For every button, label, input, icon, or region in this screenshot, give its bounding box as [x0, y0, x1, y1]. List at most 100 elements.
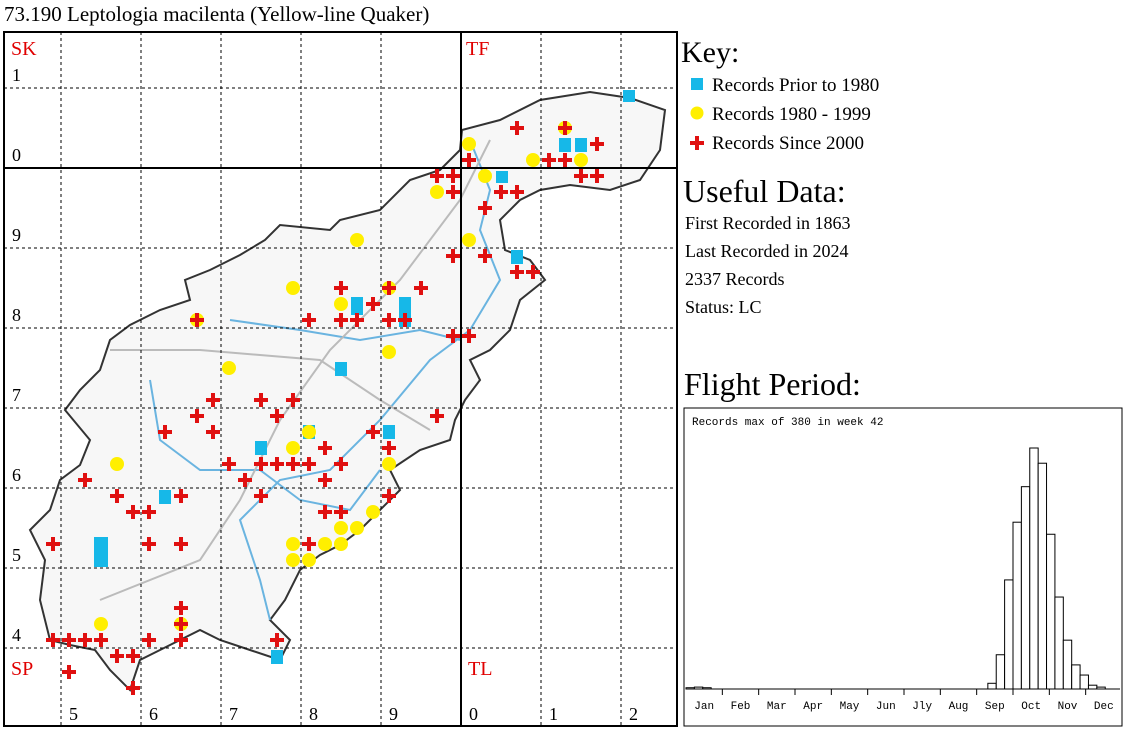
- plus-bar: [307, 457, 311, 471]
- month-label: Oct: [1021, 701, 1041, 713]
- plus-bar: [403, 313, 407, 327]
- plus-bar: [211, 425, 215, 439]
- record-since-2000: [318, 473, 332, 487]
- record-since-2000: [46, 633, 60, 647]
- bar: [1079, 674, 1089, 690]
- data-line: 2337 Records: [685, 269, 784, 289]
- month-label: Apr: [803, 701, 823, 713]
- record-since-2000: [174, 601, 188, 615]
- record-pre-1980: [94, 537, 108, 567]
- plus-bar: [499, 185, 503, 199]
- flight-period-chart: Records max of 380 in week 42 Jan Feb Mar A…: [683, 407, 1123, 727]
- key-item: Records Prior to 1980: [712, 75, 879, 96]
- record-since-2000: [270, 633, 284, 647]
- record-1980-1999: [462, 233, 476, 247]
- plus-bar: [227, 457, 231, 471]
- plus-bar: [243, 473, 247, 487]
- record-pre-1980: [159, 490, 171, 504]
- col-label: 9: [389, 704, 398, 724]
- record-since-2000: [334, 457, 348, 471]
- record-1980-1999: [334, 521, 348, 535]
- plus-bar: [291, 457, 295, 471]
- record-since-2000: [174, 537, 188, 551]
- record-pre-1980: [351, 297, 363, 315]
- key-symbol: [691, 78, 703, 90]
- record-1980-1999: [286, 553, 300, 567]
- record-since-2000: [206, 393, 220, 407]
- record-since-2000: [62, 633, 76, 647]
- record-since-2000: [286, 393, 300, 407]
- col-label: 1: [549, 704, 558, 724]
- river: [229, 319, 461, 342]
- record-since-2000: [174, 617, 188, 631]
- bar: [693, 686, 704, 690]
- record-since-2000: [414, 281, 428, 295]
- record-since-2000: [526, 265, 540, 279]
- col-label: 7: [229, 704, 238, 724]
- record-since-2000: [366, 425, 380, 439]
- plus-bar: [467, 329, 471, 343]
- river: [238, 139, 502, 621]
- record-since-2000: [142, 537, 156, 551]
- record-since-2000: [142, 633, 156, 647]
- month-label: Aug: [949, 701, 969, 713]
- bar: [987, 682, 997, 690]
- plus-bar: [179, 489, 183, 503]
- month-label: Dec: [1094, 701, 1114, 713]
- key-item: Records 1980 - 1999: [712, 104, 871, 125]
- plus-bar: [147, 633, 151, 647]
- record-1980-1999: [318, 537, 332, 551]
- record-since-2000: [478, 249, 492, 263]
- bar: [1046, 533, 1056, 690]
- bar: [1029, 447, 1039, 690]
- bar: [1087, 684, 1098, 690]
- plus-bar: [323, 505, 327, 519]
- record-since-2000: [62, 665, 76, 679]
- record-pre-1980: [255, 441, 267, 455]
- record-1980-1999: [350, 233, 364, 247]
- record-since-2000: [334, 313, 348, 327]
- record-since-2000: [318, 505, 332, 519]
- record-since-2000: [222, 457, 236, 471]
- plus-bar: [387, 281, 391, 295]
- plus-bar: [259, 489, 263, 503]
- record-1980-1999: [286, 537, 300, 551]
- col-label: 8: [309, 704, 318, 724]
- plus-bar: [211, 393, 215, 407]
- record-since-2000: [574, 169, 588, 183]
- record-pre-1980: [575, 138, 587, 152]
- col-label: 5: [69, 704, 78, 724]
- plus-bar: [435, 409, 439, 423]
- record-since-2000: [398, 313, 412, 327]
- row-label: 0: [12, 145, 21, 165]
- square-label: SK: [11, 38, 37, 60]
- plus-bar: [451, 249, 455, 263]
- record-since-2000: [430, 169, 444, 183]
- month-label: Jly: [912, 701, 932, 713]
- plus-bar: [595, 137, 599, 151]
- plus-bar: [307, 313, 311, 327]
- record-since-2000: [334, 281, 348, 295]
- plus-bar: [323, 473, 327, 487]
- record-since-2000: [46, 537, 60, 551]
- plus-bar: [307, 537, 311, 551]
- record-since-2000: [494, 185, 508, 199]
- record-since-2000: [350, 313, 364, 327]
- road: [110, 349, 431, 431]
- county-outline: [28, 90, 667, 692]
- plus-bar: [451, 329, 455, 343]
- record-1980-1999: [302, 553, 316, 567]
- data-line: First Recorded in 1863: [685, 213, 850, 233]
- plus-bar: [387, 489, 391, 503]
- record-since-2000: [78, 633, 92, 647]
- record-since-2000: [126, 649, 140, 663]
- record-1980-1999: [430, 185, 444, 199]
- plus-bar: [259, 393, 263, 407]
- record-since-2000: [446, 329, 460, 343]
- data-line: Status: LC: [685, 297, 762, 317]
- record-1980-1999: [110, 457, 124, 471]
- plus-bar: [259, 457, 263, 471]
- plus-bar: [339, 505, 343, 519]
- record-pre-1980: [335, 362, 347, 376]
